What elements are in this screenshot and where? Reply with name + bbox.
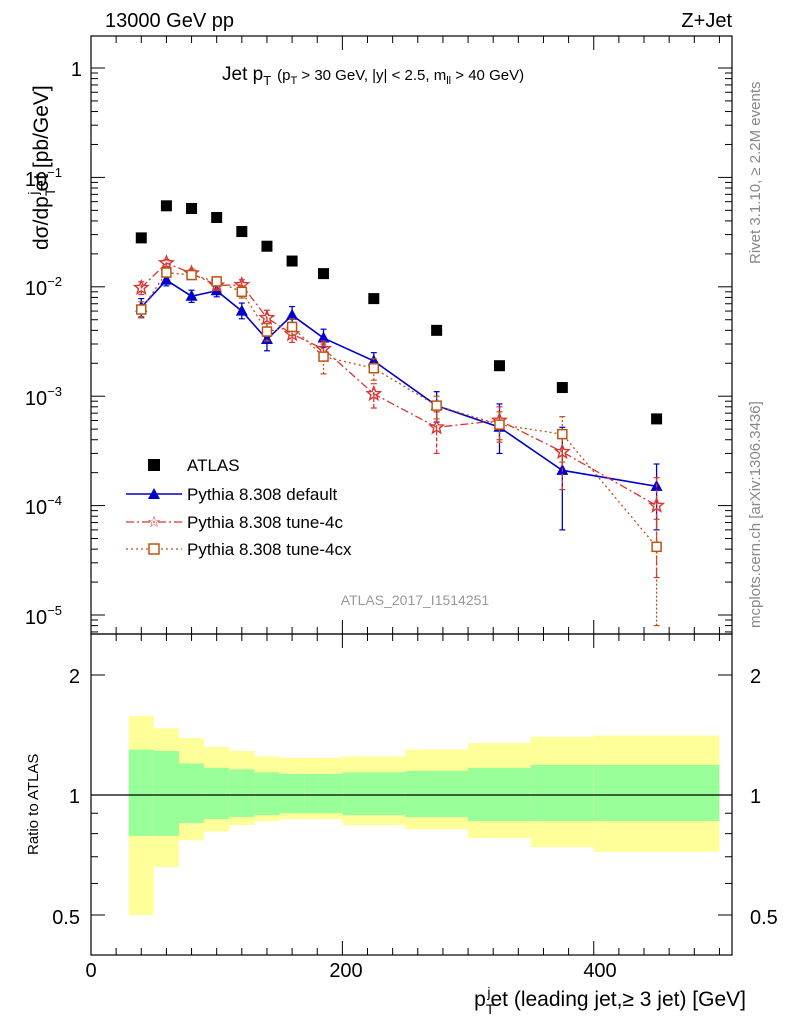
ratio-band-inner: [530, 764, 594, 822]
analysis-id: ATLAS_2017_I1514251: [341, 592, 490, 608]
data-point: [651, 413, 663, 425]
data-point: [132, 278, 150, 295]
series-layer: [132, 200, 666, 627]
data-point: [317, 331, 330, 343]
series-atlas: [135, 200, 663, 425]
y-axis-label: dσ/dpTjet [pb/GeV]: [25, 85, 58, 250]
data-point: [286, 308, 299, 320]
ratio-tick-labels: 2 1 0.5 2 1 0.5: [52, 666, 778, 929]
x-tick-labels: 0 200 400: [85, 960, 616, 982]
ratio-band-inner: [593, 764, 720, 822]
process-label: Z+Jet: [681, 10, 732, 32]
data-point: [261, 326, 273, 337]
data-point: [160, 200, 172, 212]
data-point: [368, 363, 380, 374]
legend-marker-tune4c: ☆: [147, 514, 161, 531]
ratio-band-inner: [279, 773, 305, 814]
series-pythia-8-308-tune-4cx: [136, 267, 662, 627]
data-point: [157, 254, 175, 271]
legend-marker-default: [148, 488, 160, 499]
data-point: [211, 211, 223, 223]
ratio-band-inner: [204, 767, 230, 820]
ratio-band-inner: [153, 750, 179, 836]
ratio-tick-2-right: 2: [750, 666, 761, 688]
legend-entry-atlas: ATLAS: [148, 456, 240, 475]
data-point: [160, 273, 173, 285]
data-point: [236, 286, 248, 298]
data-point: [368, 293, 380, 305]
data-point: [553, 442, 571, 460]
ratio-band-inner: [342, 772, 406, 816]
data-point: [286, 255, 298, 267]
tick-label-1e-1: 10−1: [25, 165, 62, 191]
x-axis-label: pTjet (leading jet,≥ 3 jet) [GeV]: [474, 984, 746, 1017]
data-point: [428, 418, 446, 435]
data-point: [431, 324, 443, 336]
data-point: [651, 541, 662, 553]
legend-marker-tune4cx: [148, 543, 160, 555]
main-tick-labels: 1 10−1 10−2 10−3 10−4 10−5: [25, 59, 82, 629]
axis-ticks: [90, 36, 732, 955]
data-point: [136, 304, 147, 315]
tick-label-1e-2: 10−2: [25, 274, 62, 300]
data-point: [135, 232, 147, 244]
tick-label-1e0: 1: [71, 59, 82, 81]
collision-label: 13000 GeV pp: [105, 10, 234, 32]
data-point: [236, 226, 248, 238]
legend-label-atlas: ATLAS: [187, 456, 240, 475]
legend-entry-tune4c: ☆ Pythia 8.308 tune-4c: [126, 513, 343, 532]
tick-label-1e-4: 10−4: [25, 493, 62, 519]
tick-label-1e-3: 10−3: [25, 384, 62, 410]
data-point: [186, 269, 197, 281]
ratio-band-inner: [229, 769, 255, 818]
legend-label-default: Pythia 8.308 default: [187, 485, 338, 504]
data-point: [431, 400, 442, 411]
rivet-note: Rivet 3.1.10, ≥ 2.2M events: [747, 82, 764, 265]
ratio-tick-1-right: 1: [750, 786, 761, 808]
ratio-band-inner: [254, 772, 280, 816]
plot-title: Jet pT (pT > 30 GeV, |y| < 2.5, mll > 40 …: [222, 64, 524, 88]
data-point: [557, 428, 568, 440]
data-point: [261, 240, 273, 252]
data-point: [365, 384, 383, 402]
ratio-band-inner: [304, 773, 343, 814]
ratio-tick-05-right: 0.5: [750, 907, 778, 929]
data-point: [493, 360, 505, 372]
x-tick-0: 0: [85, 960, 96, 982]
ratio-tick-2-left: 2: [69, 666, 80, 688]
legend-marker-atlas: [148, 459, 160, 471]
data-point: [211, 276, 222, 287]
ratio-band-inner: [405, 770, 469, 818]
data-point: [235, 304, 248, 316]
legend-label-tune4c: Pythia 8.308 tune-4c: [187, 513, 343, 532]
legend-entry-default: Pythia 8.308 default: [126, 485, 338, 504]
ratio-axis-label: Ratio to ATLAS: [25, 754, 42, 855]
data-point: [286, 321, 298, 333]
data-point: [494, 419, 505, 430]
legend-entry-tune4cx: Pythia 8.308 tune-4cx: [126, 540, 352, 559]
x-tick-200: 200: [329, 960, 362, 982]
x-tick-400: 400: [583, 960, 616, 982]
legend: ATLAS Pythia 8.308 default ☆ Pythia 8.30…: [126, 456, 352, 559]
ratio-tick-1-left: 1: [69, 786, 80, 808]
ratio-tick-05-left: 0.5: [52, 907, 80, 929]
data-point: [185, 289, 198, 301]
ratio-bands: [91, 715, 732, 915]
data-point: [161, 267, 172, 278]
legend-label-tune4cx: Pythia 8.308 tune-4cx: [187, 540, 352, 559]
ratio-band-inner: [128, 749, 154, 836]
data-point: [258, 308, 276, 326]
ratio-band-inner: [178, 763, 205, 824]
data-point: [556, 382, 568, 394]
data-point: [318, 268, 330, 280]
data-point: [648, 496, 666, 513]
mcplots-note: mcplots.cern.ch [arXiv:1306.3436]: [747, 401, 764, 628]
data-point: [318, 351, 329, 362]
tick-label-1e-5: 10−5: [25, 603, 62, 629]
data-point: [186, 202, 198, 214]
